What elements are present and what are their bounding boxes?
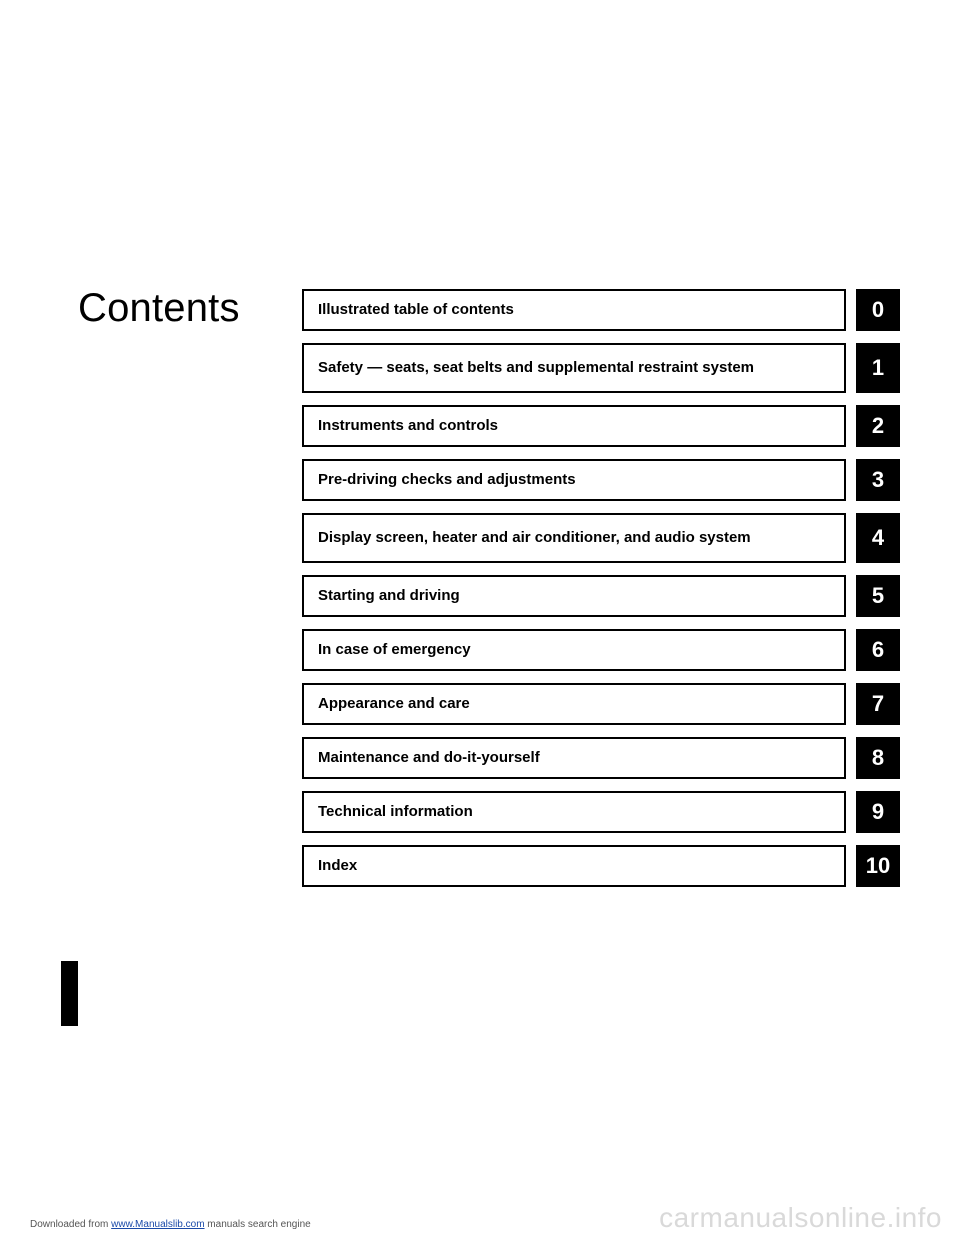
toc-row: Illustrated table of contents 0 [302, 289, 900, 331]
toc-tab: 9 [856, 791, 900, 833]
toc-label: Starting and driving [302, 575, 846, 617]
toc-label: Display screen, heater and air condition… [302, 513, 846, 563]
toc-row: In case of emergency 6 [302, 629, 900, 671]
toc-row: Index 10 [302, 845, 900, 887]
toc-label: In case of emergency [302, 629, 846, 671]
toc-tab: 10 [856, 845, 900, 887]
footer-link[interactable]: www.Manualslib.com [111, 1219, 204, 1230]
toc-tab: 8 [856, 737, 900, 779]
toc-tab: 3 [856, 459, 900, 501]
toc-label: Index [302, 845, 846, 887]
toc-label: Technical information [302, 791, 846, 833]
toc-row: Technical information 9 [302, 791, 900, 833]
footer-suffix: manuals search engine [205, 1219, 311, 1230]
toc-row: Safety — seats, seat belts and supplemen… [302, 343, 900, 393]
toc-tab: 0 [856, 289, 900, 331]
toc-label: Instruments and controls [302, 405, 846, 447]
toc-tab: 6 [856, 629, 900, 671]
toc-label: Maintenance and do-it-yourself [302, 737, 846, 779]
toc-tab: 5 [856, 575, 900, 617]
contents-heading: Contents [78, 286, 240, 331]
page: Contents Illustrated table of contents 0… [0, 0, 960, 1242]
footer-source: Downloaded from www.Manualslib.com manua… [30, 1219, 311, 1230]
footer-prefix: Downloaded from [30, 1219, 111, 1230]
toc-label: Safety — seats, seat belts and supplemen… [302, 343, 846, 393]
toc-label: Pre-driving checks and adjustments [302, 459, 846, 501]
toc-tab: 2 [856, 405, 900, 447]
toc-tab: 7 [856, 683, 900, 725]
toc-tab: 4 [856, 513, 900, 563]
toc-label: Appearance and care [302, 683, 846, 725]
toc-row: Appearance and care 7 [302, 683, 900, 725]
toc-row: Pre-driving checks and adjustments 3 [302, 459, 900, 501]
toc-row: Display screen, heater and air condition… [302, 513, 900, 563]
toc-tab: 1 [856, 343, 900, 393]
toc-row: Starting and driving 5 [302, 575, 900, 617]
table-of-contents: Illustrated table of contents 0 Safety —… [302, 289, 900, 899]
crop-mark-bar [61, 961, 78, 1026]
toc-row: Maintenance and do-it-yourself 8 [302, 737, 900, 779]
toc-row: Instruments and controls 2 [302, 405, 900, 447]
toc-label: Illustrated table of contents [302, 289, 846, 331]
watermark: carmanualsonline.info [659, 1202, 942, 1234]
